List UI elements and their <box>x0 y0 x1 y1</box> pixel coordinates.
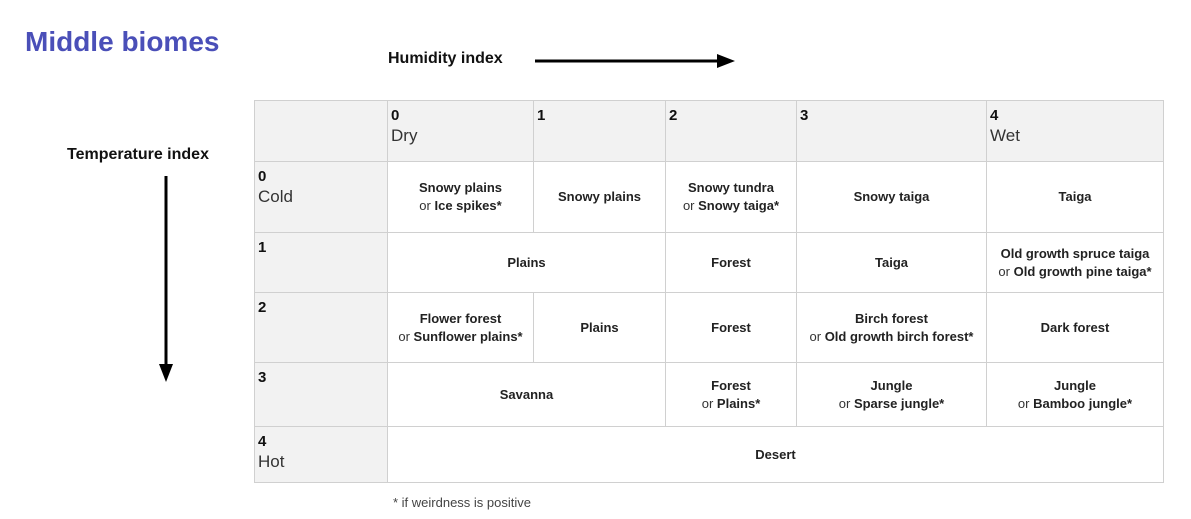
biome-cell: Forest <box>665 232 797 293</box>
temperature-row-3: 3 Savanna Forest or Plains* Jungle or Spar… <box>254 362 1164 427</box>
humidity-header-2: 2 <box>665 100 797 162</box>
corner-cell <box>254 100 388 162</box>
biome-cell: Jungle or Sparse jungle* <box>796 362 987 427</box>
biome-cell: Snowy taiga <box>796 161 987 233</box>
biome-table: 0 Dry 1 2 3 4 Wet 0 Cold Snowy plains or Ice… <box>254 100 1164 483</box>
biome-cell: Plains <box>533 292 666 363</box>
page-title: Middle biomes <box>25 26 220 57</box>
temperature-header-0: 0 Cold <box>254 161 388 233</box>
temperature-header-4: 4 Hot <box>254 426 388 483</box>
biome-cell: Jungle or Bamboo jungle* <box>986 362 1164 427</box>
biome-cell: Taiga <box>986 161 1164 233</box>
biome-cell: Forest <box>665 292 797 363</box>
biome-cell: Taiga <box>796 232 987 293</box>
biome-cell: Desert <box>387 426 1164 483</box>
biome-cell: Flower forest or Sunflower plains* <box>387 292 534 363</box>
biome-cell: Old growth spruce taiga or Old growth pin… <box>986 232 1164 293</box>
biome-cell: Snowy plains <box>533 161 666 233</box>
biome-cell: Birch forest or Old growth birch forest* <box>796 292 987 363</box>
footnote: * if weirdness is positive <box>393 495 531 510</box>
temperature-row-2: 2 Flower forest or Sunflower plains* Plai… <box>254 292 1164 363</box>
biome-cell: Forest or Plains* <box>665 362 797 427</box>
temperature-header-2: 2 <box>254 292 388 363</box>
biome-cell: Snowy plains or Ice spikes* <box>387 161 534 233</box>
temperature-row-1: 1 Plains Forest Taiga Old growth spruce … <box>254 232 1164 293</box>
temperature-axis-label: Temperature index <box>67 146 209 163</box>
humidity-header-3: 3 <box>796 100 987 162</box>
humidity-header-0: 0 Dry <box>387 100 534 162</box>
temperature-row-4: 4 Hot Desert <box>254 426 1164 483</box>
humidity-arrow-icon <box>535 54 735 68</box>
biome-cell: Snowy tundra or Snowy taiga* <box>665 161 797 233</box>
biome-cell: Savanna <box>387 362 666 427</box>
temperature-header-1: 1 <box>254 232 388 293</box>
temperature-arrow-icon <box>159 176 173 382</box>
temperature-row-0: 0 Cold Snowy plains or Ice spikes* Snowy p… <box>254 161 1164 233</box>
humidity-axis-label: Humidity index <box>388 50 503 67</box>
humidity-header-4: 4 Wet <box>986 100 1164 162</box>
temperature-header-3: 3 <box>254 362 388 427</box>
humidity-header-row: 0 Dry 1 2 3 4 Wet <box>254 100 1164 162</box>
biome-cell: Dark forest <box>986 292 1164 363</box>
biome-cell: Plains <box>387 232 666 293</box>
humidity-header-1: 1 <box>533 100 666 162</box>
